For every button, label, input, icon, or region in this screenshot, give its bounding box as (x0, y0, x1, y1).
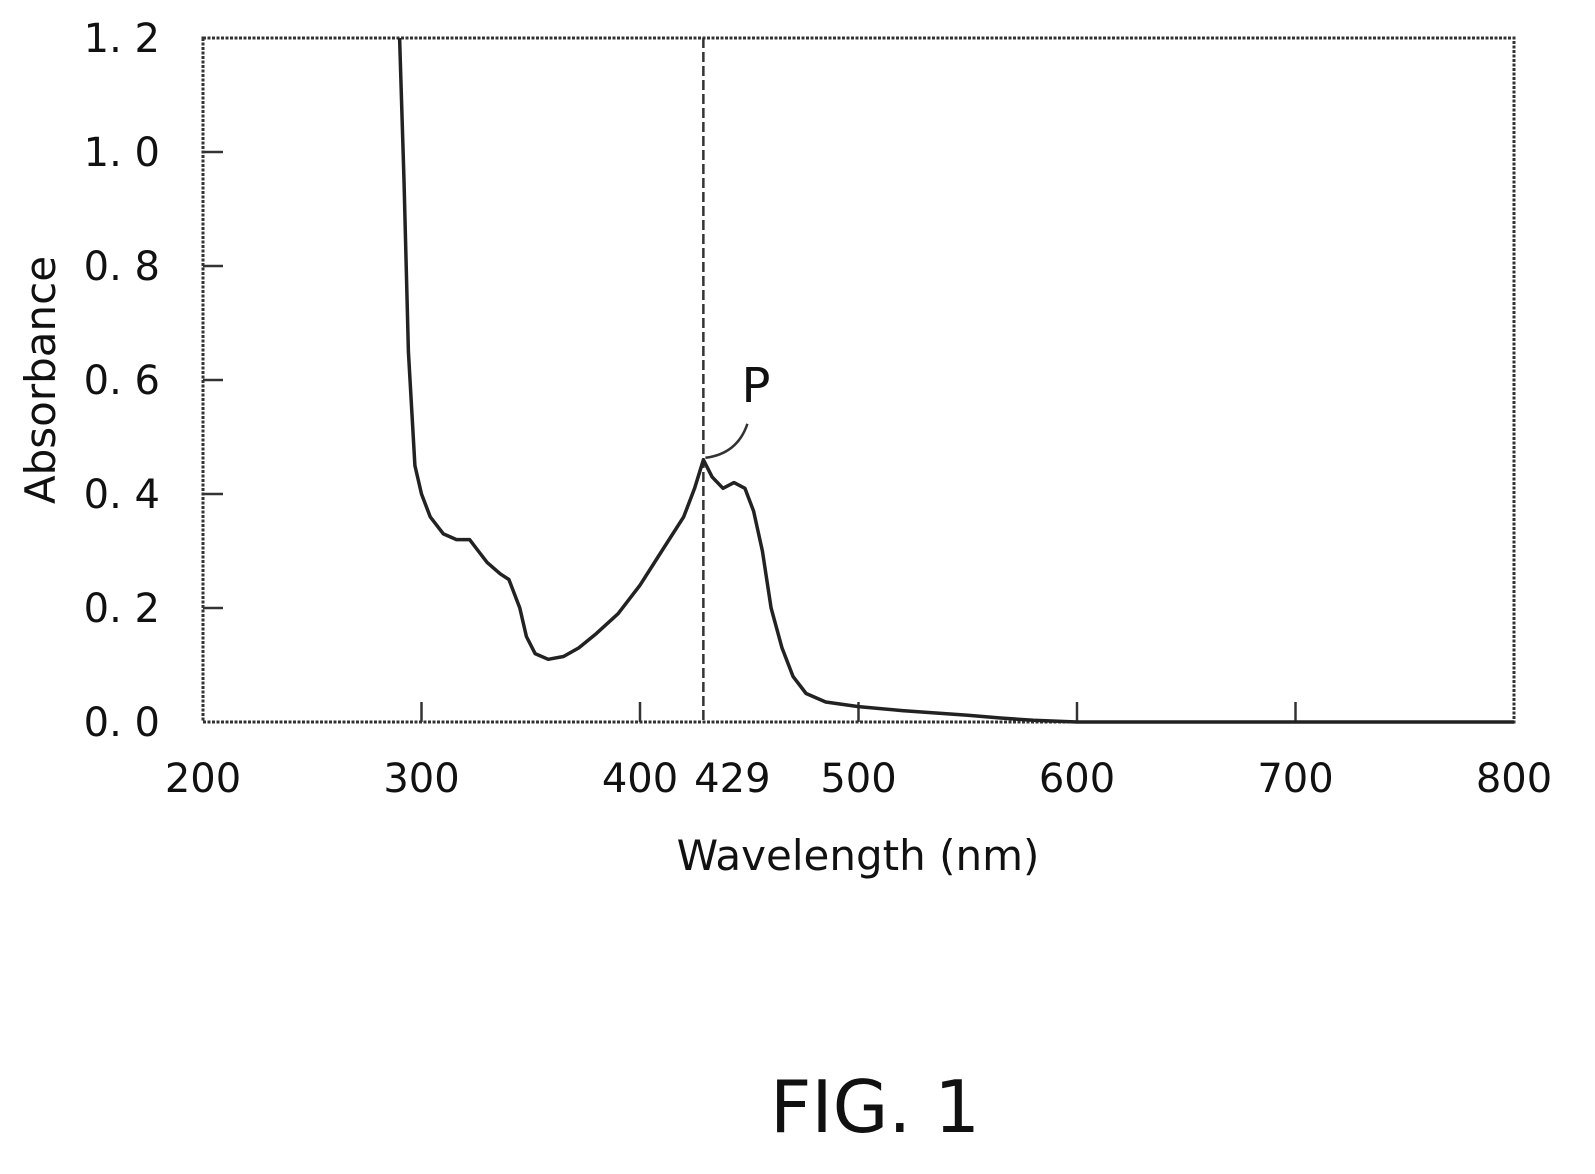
x-axis-title: Wavelength (nm) (677, 831, 1040, 880)
x-tick-label: 500 (820, 756, 896, 802)
figure-label: FIG. 1 (770, 1065, 980, 1149)
x-tick-label: 300 (383, 756, 459, 802)
y-tick-label: 0. 6 (84, 358, 160, 404)
x-tick-label: 200 (165, 756, 241, 802)
y-axis-ticks: 0. 0 0. 2 0. 4 0. 6 0. 8 1. 0 1. 2 (84, 16, 223, 746)
x-tick-label: 600 (1039, 756, 1115, 802)
peak-leader-line (705, 423, 749, 460)
x-tick-label: 400 (602, 756, 678, 802)
x-axis-ticks: 200 300 400 500 600 700 800 (165, 702, 1552, 802)
plot-frame (201, 36, 1516, 724)
x-tick-label: 700 (1257, 756, 1333, 802)
y-tick-label: 1. 0 (84, 130, 160, 176)
y-tick-label: 0. 4 (84, 472, 160, 518)
peak-marker-label: 429 (694, 756, 770, 802)
y-tick-label: 0. 8 (84, 244, 160, 290)
y-tick-label: 0. 0 (84, 700, 160, 746)
y-tick-label: 0. 2 (84, 586, 160, 632)
peak-label: P (742, 358, 771, 414)
x-tick-label: 800 (1476, 756, 1552, 802)
y-axis-title: Absorbance (16, 256, 65, 504)
peak-marker: 429 (694, 38, 771, 802)
absorbance-series-line (397, 37, 1514, 724)
y-tick-label: 1. 2 (84, 16, 160, 62)
